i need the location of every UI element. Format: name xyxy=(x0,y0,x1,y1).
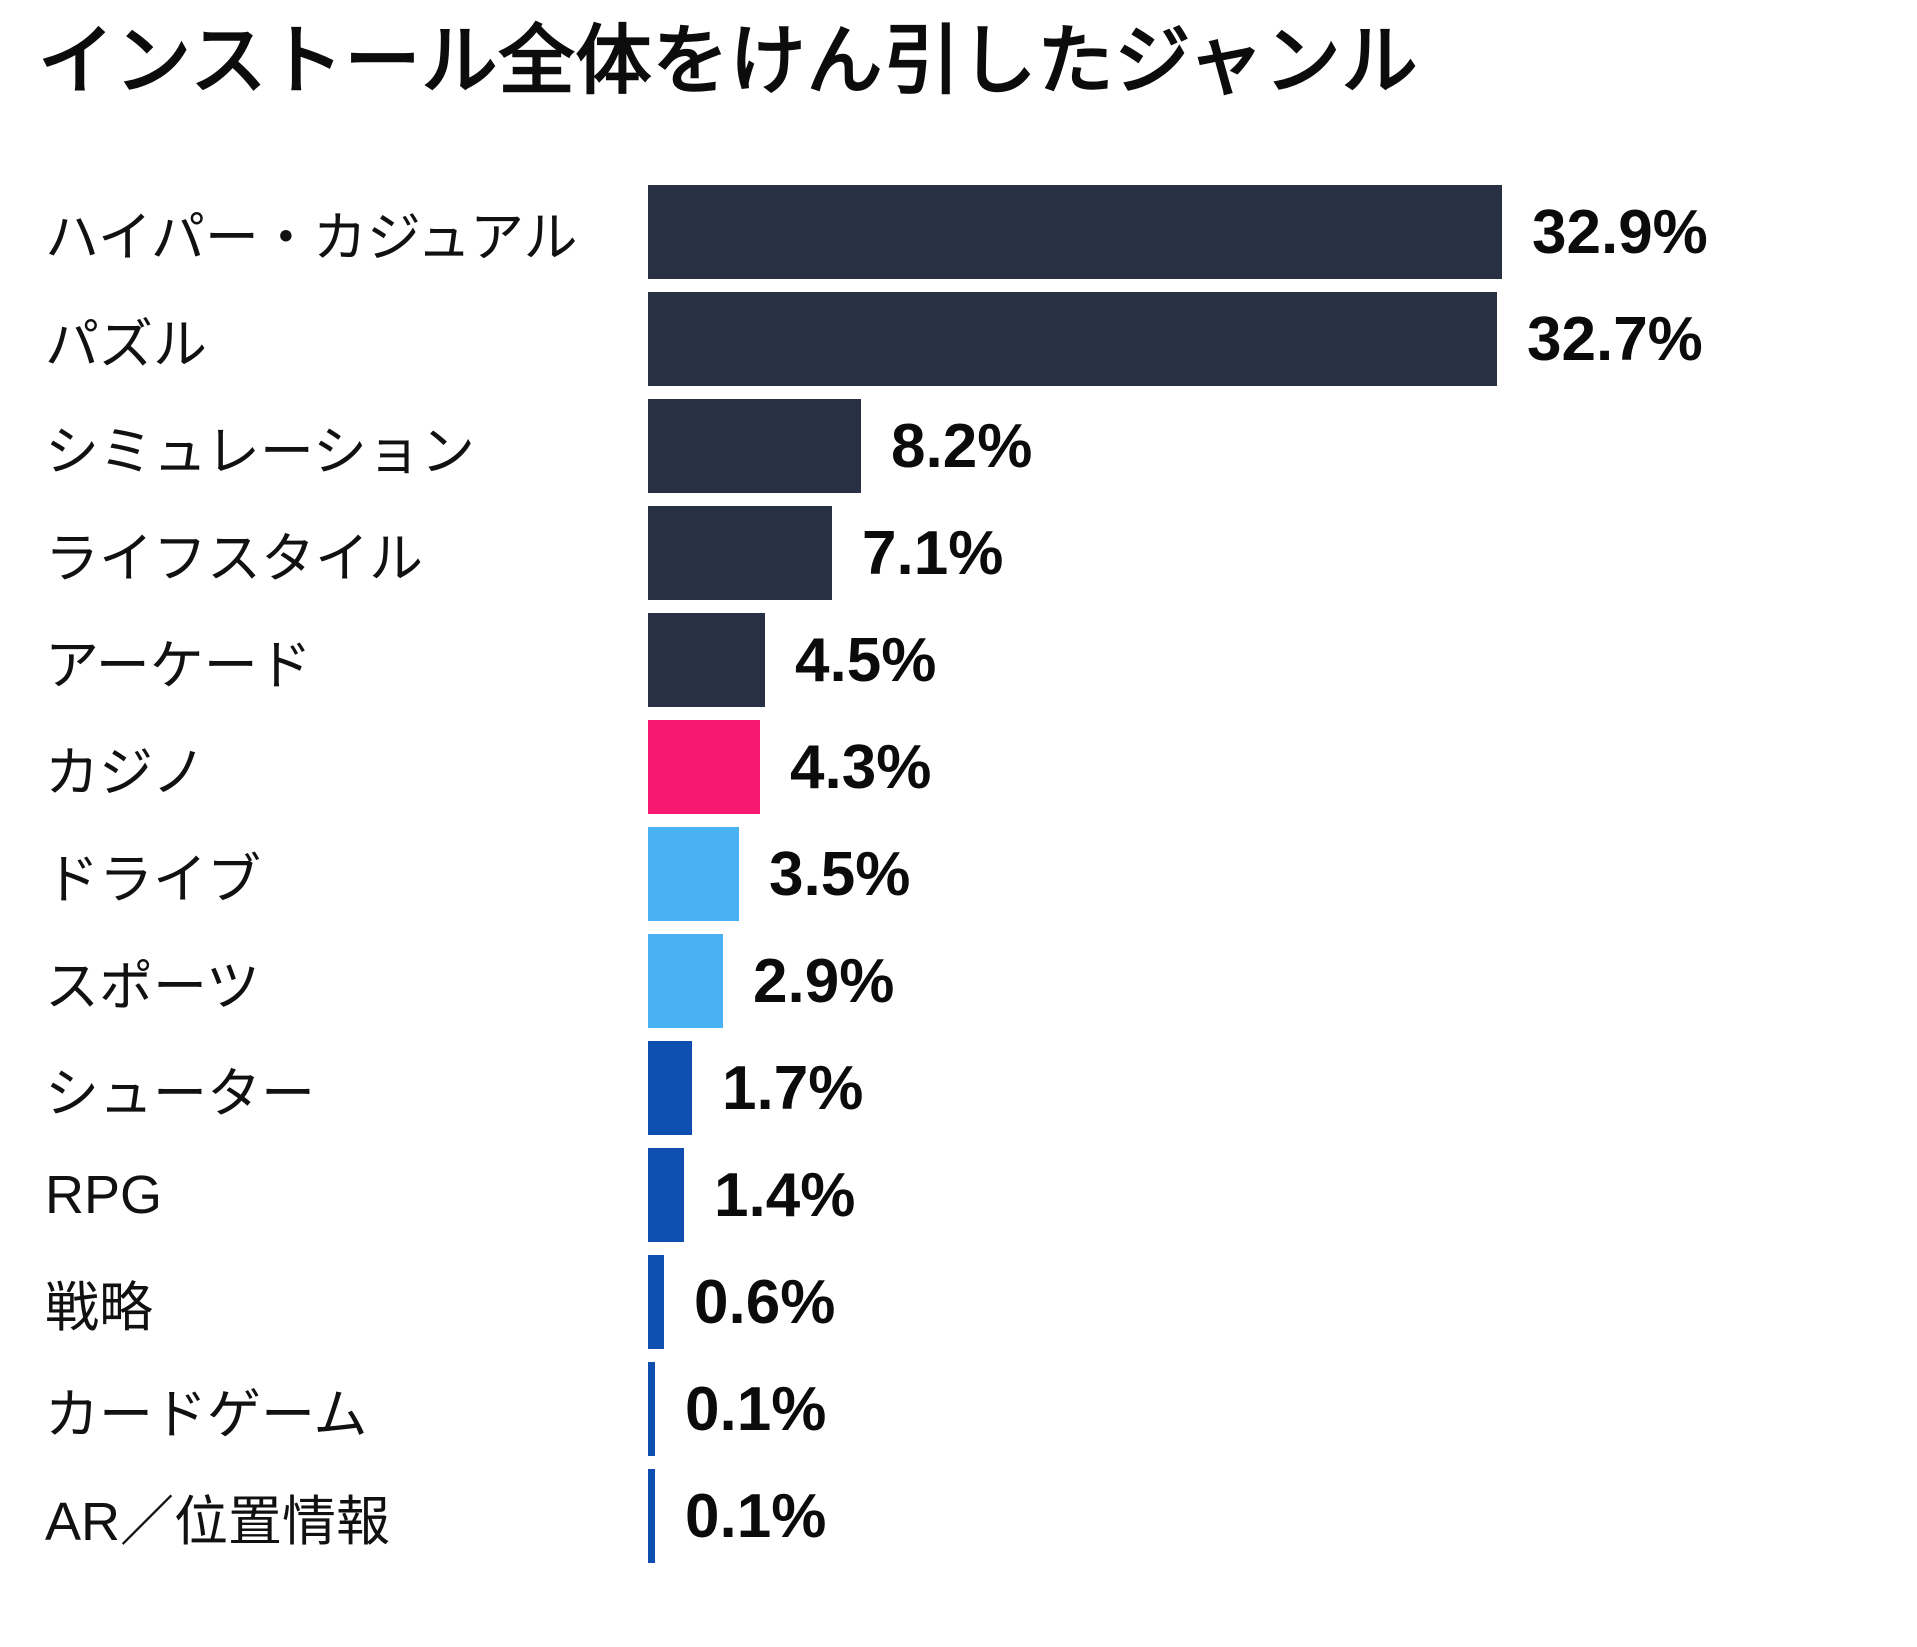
value-label: 1.4% xyxy=(714,1160,856,1230)
category-label: ドライブ xyxy=(45,849,261,910)
bar xyxy=(648,1148,684,1243)
chart-row: カードゲーム 0.1% xyxy=(0,1362,1917,1457)
category-label: スポーツ xyxy=(45,956,260,1017)
bar xyxy=(648,399,861,494)
bar xyxy=(648,292,1497,387)
category-label: アーケード xyxy=(45,635,312,696)
value-label: 3.5% xyxy=(769,839,911,909)
value-label: 4.5% xyxy=(795,625,937,695)
chart-row: シューター 1.7% xyxy=(0,1041,1917,1136)
category-label: AR／位置情報 xyxy=(45,1491,391,1552)
bar xyxy=(648,613,765,708)
category-label: シミュレーション xyxy=(45,421,475,482)
chart-row: スポーツ 2.9% xyxy=(0,934,1917,1029)
bar xyxy=(648,1362,655,1457)
chart-row: AR／位置情報 0.1% xyxy=(0,1469,1917,1564)
bar xyxy=(648,1041,692,1136)
chart-row: パズル 32.7% xyxy=(0,292,1917,387)
chart-title: インストール全体をけん引したジャンル xyxy=(38,19,1419,104)
chart-row: ライフスタイル 7.1% xyxy=(0,506,1917,601)
chart-row: カジノ 4.3% xyxy=(0,720,1917,815)
value-label: 0.1% xyxy=(685,1374,827,1444)
value-label: 4.3% xyxy=(790,732,932,802)
bar xyxy=(648,506,832,601)
chart-row: ハイパー・カジュアル 32.9% xyxy=(0,185,1917,280)
value-label: 0.6% xyxy=(694,1267,836,1337)
bar xyxy=(648,934,723,1029)
category-label: シューター xyxy=(45,1063,315,1124)
value-label: 7.1% xyxy=(862,518,1004,588)
chart-row: RPG 1.4% xyxy=(0,1148,1917,1243)
bar xyxy=(648,1469,655,1564)
category-label: ハイパー・カジュアル xyxy=(45,207,578,268)
value-label: 1.7% xyxy=(722,1053,864,1123)
chart-row: 戦略 0.6% xyxy=(0,1255,1917,1350)
category-label: 戦略 xyxy=(45,1277,153,1338)
value-label: 0.1% xyxy=(685,1481,827,1551)
value-label: 8.2% xyxy=(891,411,1033,481)
bar-chart: ハイパー・カジュアル 32.9% パズル 32.7% シミュレーション 8.2% ライフスタ… xyxy=(0,185,1917,1564)
bar xyxy=(648,720,760,815)
value-label: 32.9% xyxy=(1532,197,1708,267)
chart-row: アーケード 4.5% xyxy=(0,613,1917,708)
category-label: パズル xyxy=(45,314,207,375)
category-label: ライフスタイル xyxy=(45,528,423,589)
category-label: カジノ xyxy=(45,742,206,803)
category-label: カードゲーム xyxy=(45,1384,368,1445)
value-label: 2.9% xyxy=(753,946,895,1016)
bar xyxy=(648,827,739,922)
chart-row: シミュレーション 8.2% xyxy=(0,399,1917,494)
bar xyxy=(648,185,1502,280)
category-label: RPG xyxy=(45,1165,163,1226)
value-label: 32.7% xyxy=(1527,304,1703,374)
bar xyxy=(648,1255,664,1350)
chart-row: ドライブ 3.5% xyxy=(0,827,1917,922)
